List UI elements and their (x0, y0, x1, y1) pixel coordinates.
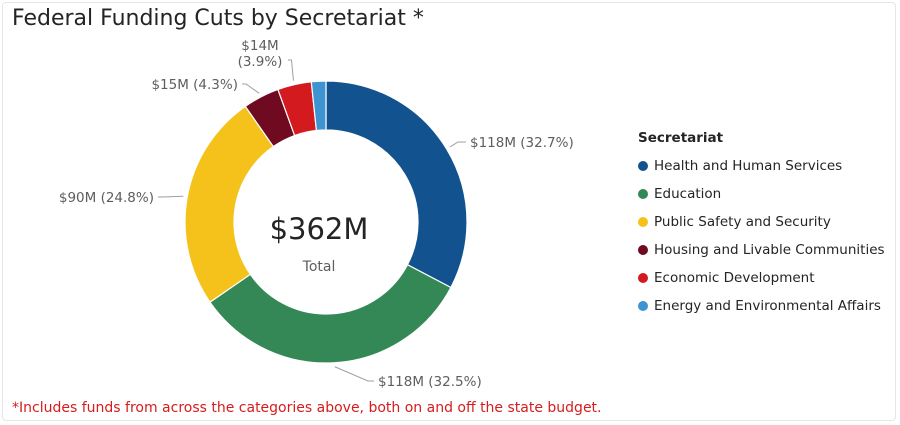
legend-item-housing[interactable]: Housing and Livable Communities (638, 236, 885, 264)
donut-slice-0[interactable] (325, 80, 468, 289)
legend-dot-icon (638, 217, 648, 227)
legend-label: Education (654, 186, 722, 202)
data-label-0: $118M (32.7%) (470, 135, 574, 151)
legend-dot-icon (638, 273, 648, 283)
center-total-label: Total (302, 259, 336, 275)
donut-slice-2[interactable] (184, 105, 275, 304)
legend-label: Housing and Livable Communities (654, 242, 885, 258)
legend-item-public-safety[interactable]: Public Safety and Security (638, 208, 885, 236)
leader-line-3 (242, 83, 260, 94)
legend-item-economic[interactable]: Economic Development (638, 264, 885, 292)
legend-item-education[interactable]: Education (638, 180, 885, 208)
data-label-1: $118M (32.5%) (378, 374, 482, 390)
legend-dot-icon (638, 189, 648, 199)
leader-line-2 (158, 195, 184, 198)
chart-title: Federal Funding Cuts by Secretariat * (12, 6, 424, 31)
leader-line-0 (449, 141, 466, 148)
legend: Secretariat Health and Human Services Ed… (638, 130, 885, 320)
data-label-3: $15M (4.3%) (151, 77, 238, 93)
visual-frame (2, 2, 896, 421)
data-label-2: $90M (24.8%) (59, 190, 154, 206)
legend-dot-icon (638, 161, 648, 171)
donut-slice-5[interactable] (310, 80, 327, 132)
legend-label: Health and Human Services (654, 158, 843, 174)
leader-line-1 (334, 366, 374, 382)
data-label-pct-4: (3.9%) (238, 54, 283, 70)
center-total-value: $362M (270, 212, 369, 246)
legend-label: Public Safety and Security (654, 214, 831, 230)
legend-item-health[interactable]: Health and Human Services (638, 152, 885, 180)
legend-label: Energy and Environmental Affairs (654, 298, 881, 314)
legend-item-energy[interactable]: Energy and Environmental Affairs (638, 292, 885, 320)
legend-label: Economic Development (654, 270, 815, 286)
footnote: *Includes funds from across the categori… (12, 400, 602, 416)
leader-line-4 (288, 59, 294, 81)
legend-dot-icon (638, 245, 648, 255)
legend-title: Secretariat (638, 130, 724, 146)
data-label-value-4: $14M (241, 38, 278, 54)
legend-dot-icon (638, 301, 648, 311)
donut-slice-1[interactable] (209, 263, 452, 364)
